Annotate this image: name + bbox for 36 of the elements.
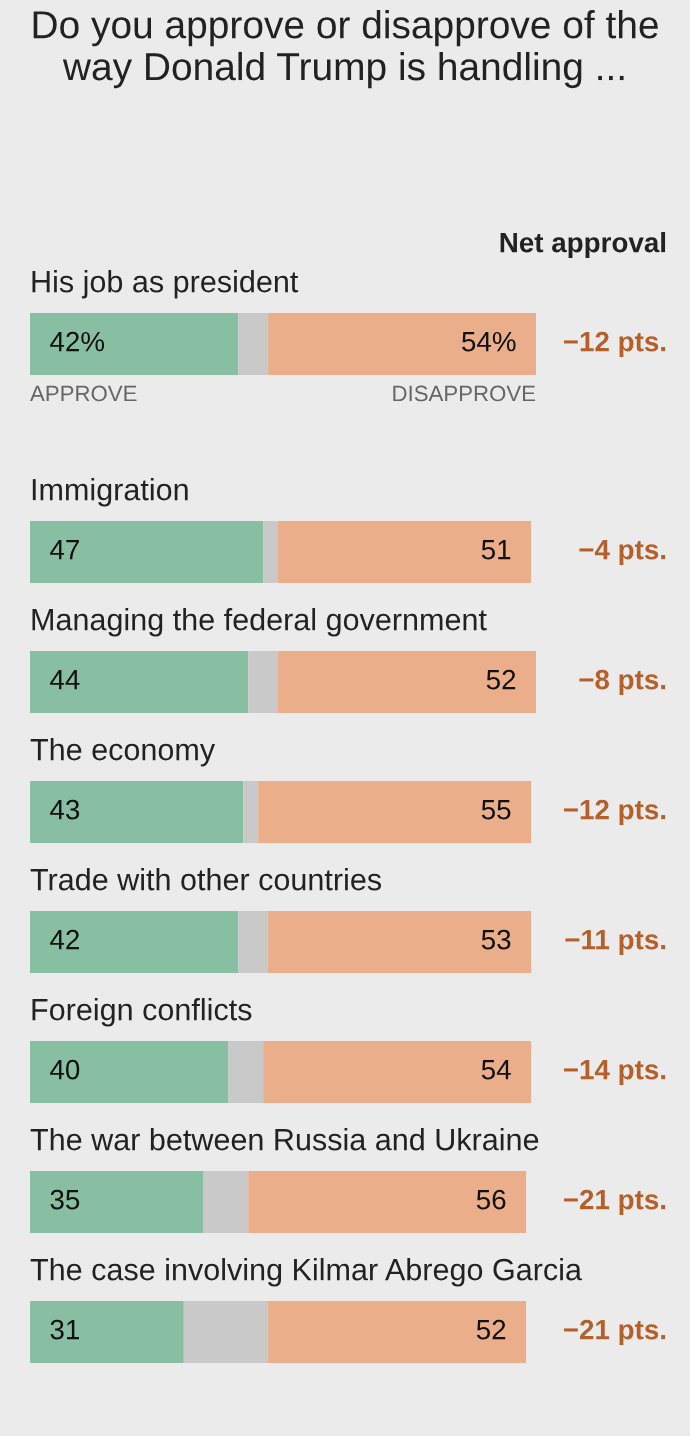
data-label: 43 (50, 799, 80, 820)
y-tick-label: Foreign conflicts (32, 998, 252, 1027)
data-label: 52 (486, 669, 516, 690)
y-tick-label: The economy (30, 738, 216, 767)
y-tick-label: Managing the federal government (32, 608, 487, 637)
data-label: 31 (50, 1319, 79, 1340)
text: −14 pts. (563, 1060, 666, 1085)
y-tick-label: His job as president (32, 270, 299, 299)
data-label: 53 (481, 929, 511, 950)
data-label: 42% (50, 331, 105, 352)
y-tick-label: The war between Russia and Ukraine (30, 1128, 539, 1151)
data-label: 35 (50, 1189, 80, 1210)
data-label: 44 (50, 670, 80, 690)
text: −11 pts. (565, 930, 666, 955)
data-label: 52 (476, 1319, 506, 1340)
text: −21 pts. (563, 1189, 666, 1215)
y-tick-label: Immigration (32, 478, 188, 507)
text: −8 pts. (579, 669, 666, 695)
text: −12 pts. (563, 331, 666, 357)
chart-title: Do you approve or disapprove of the way Donald Trump is handling ... (33, 10, 658, 89)
data-label: 47 (50, 540, 79, 560)
y-tick-label: Trade with other countries (30, 868, 382, 891)
annotation: Net approval (500, 232, 666, 258)
data-label: 42 (50, 929, 79, 950)
text: −21 pts. (563, 1319, 666, 1345)
annotation: DISAPPROVE (393, 385, 536, 402)
data-label: 40 (50, 1059, 80, 1080)
data-label: 54 (481, 1060, 511, 1080)
annotation: APPROVE (30, 385, 137, 402)
y-tick-label: The case involving Kilmar Abrego Garcia (30, 1258, 582, 1287)
data-label: 51 (481, 540, 511, 560)
data-label: 54% (462, 331, 516, 352)
data-label: 56 (476, 1189, 506, 1210)
data-label: 55 (481, 800, 511, 820)
text: −12 pts. (563, 799, 666, 825)
text: −4 pts. (579, 540, 666, 565)
